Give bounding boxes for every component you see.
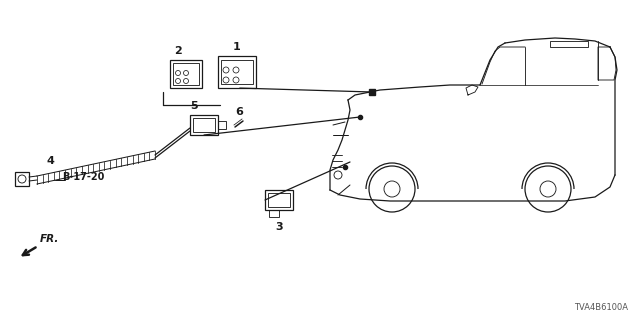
Bar	[218, 56, 256, 88]
Bar	[550, 41, 588, 47]
Text: FR.: FR.	[40, 234, 60, 244]
Text: B-17-20: B-17-20	[62, 172, 104, 182]
Bar	[218, 121, 226, 129]
Text: 3: 3	[275, 222, 283, 232]
Bar	[173, 63, 199, 85]
Bar	[265, 190, 293, 210]
Bar	[269, 210, 279, 217]
Bar	[190, 115, 218, 135]
Text: 2: 2	[174, 46, 182, 56]
Bar	[268, 193, 290, 207]
Bar	[170, 60, 202, 88]
Text: TVA4B6100A: TVA4B6100A	[574, 303, 628, 312]
Text: 4: 4	[46, 156, 54, 166]
Text: 1: 1	[233, 42, 241, 52]
Bar	[193, 118, 215, 132]
Text: 5: 5	[190, 101, 198, 111]
Bar	[221, 60, 253, 84]
Text: 6: 6	[235, 107, 243, 117]
Bar	[15, 172, 29, 186]
